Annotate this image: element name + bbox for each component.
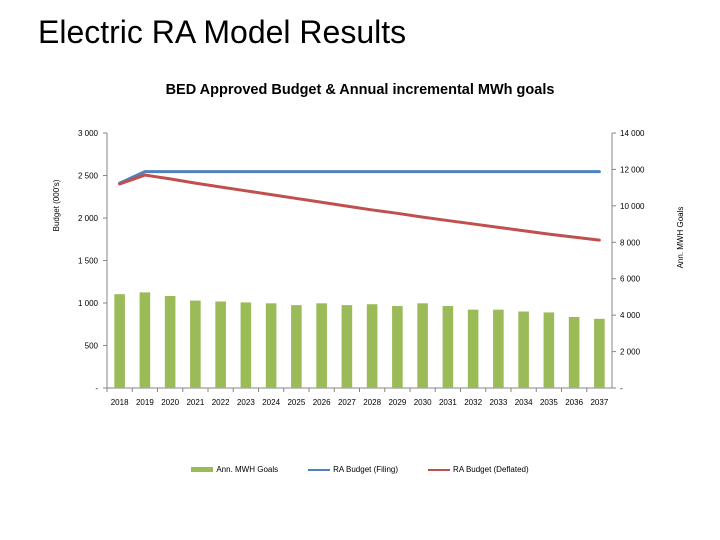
legend-item-mwh: Ann. MWH Goals bbox=[191, 465, 278, 474]
bar bbox=[594, 318, 605, 388]
bar bbox=[467, 309, 479, 388]
x-tick-label: 2034 bbox=[515, 398, 533, 407]
y-tick-label: 2 000 bbox=[78, 214, 99, 223]
line-ra-budget-deflated bbox=[118, 173, 601, 242]
bar bbox=[568, 316, 580, 388]
x-tick-label: 2027 bbox=[338, 398, 356, 407]
x-tick-label: 2029 bbox=[388, 398, 406, 407]
y2-tick-label: - bbox=[620, 384, 623, 393]
x-tick-label: 2020 bbox=[161, 398, 179, 407]
x-tick-label: 2026 bbox=[313, 398, 331, 407]
x-tick-label: 2035 bbox=[540, 398, 558, 407]
y2-tick-label: 4 000 bbox=[620, 311, 641, 320]
y2-axis-title: Ann. MWH Goals bbox=[676, 207, 685, 269]
bar bbox=[164, 296, 176, 388]
slide-title: Electric RA Model Results bbox=[38, 14, 407, 50]
bar bbox=[190, 300, 201, 388]
x-tick-label: 2024 bbox=[262, 398, 280, 407]
y-tick-label: 2 500 bbox=[78, 172, 99, 181]
tick-labels: - 500 1 000 1 500 2 000 2 500 3 000 - 2 000 4 000… bbox=[78, 129, 645, 407]
bar bbox=[417, 303, 428, 388]
legend-swatch-mwh bbox=[191, 467, 214, 472]
y2-tick-label: 10 000 bbox=[620, 202, 645, 211]
legend-item-deflated: RA Budget (Deflated) bbox=[428, 465, 529, 474]
bar bbox=[493, 309, 504, 388]
bar bbox=[442, 306, 454, 388]
y2-tick-label: 6 000 bbox=[620, 275, 641, 284]
x-tick-label: 2019 bbox=[136, 398, 154, 407]
bar bbox=[215, 301, 226, 388]
chart-title: BED Approved Budget & Annual incremental… bbox=[165, 82, 555, 98]
bar bbox=[265, 303, 277, 388]
bar bbox=[341, 305, 353, 388]
line-series bbox=[118, 170, 601, 242]
bar bbox=[366, 304, 378, 388]
x-tick-label: 2031 bbox=[439, 398, 457, 407]
x-tick-label: 2037 bbox=[590, 398, 608, 407]
x-tick-label: 2025 bbox=[287, 398, 305, 407]
y-tick-label: 3 000 bbox=[78, 129, 99, 138]
x-tick-label: 2022 bbox=[212, 398, 230, 407]
bar bbox=[139, 292, 151, 388]
x-tick-label: 2023 bbox=[237, 398, 255, 407]
x-tick-label: 2030 bbox=[414, 398, 432, 407]
y2-tick-label: 2 000 bbox=[620, 348, 641, 357]
legend-item-filing: RA Budget (Filing) bbox=[308, 465, 398, 474]
y-tick-label: 1 000 bbox=[78, 299, 99, 308]
x-tick-label: 2036 bbox=[565, 398, 583, 407]
y-tick-label: - bbox=[95, 384, 98, 393]
bar bbox=[518, 311, 529, 388]
legend: Ann. MWH Goals RA Budget (Filing) RA Bud… bbox=[0, 465, 720, 474]
x-tick-label: 2032 bbox=[464, 398, 482, 407]
bar-series bbox=[114, 292, 605, 388]
y2-tick-label: 14 000 bbox=[620, 129, 645, 138]
line-ra-budget-filing bbox=[118, 170, 601, 185]
y-tick-label: 500 bbox=[85, 342, 99, 351]
x-tick-label: 2033 bbox=[489, 398, 507, 407]
legend-label-deflated: RA Budget (Deflated) bbox=[453, 465, 529, 474]
legend-label-filing: RA Budget (Filing) bbox=[333, 465, 399, 474]
y2-tick-label: 12 000 bbox=[620, 165, 645, 174]
bar bbox=[316, 303, 327, 388]
bar bbox=[291, 305, 302, 388]
bar bbox=[392, 306, 403, 388]
bar bbox=[543, 312, 555, 388]
x-tick-label: 2021 bbox=[186, 398, 204, 407]
legend-swatch-deflated bbox=[428, 468, 451, 471]
y2-tick-label: 8 000 bbox=[620, 238, 641, 247]
bar bbox=[240, 302, 252, 388]
bar bbox=[114, 294, 125, 388]
y-axis-title: Budget (000's) bbox=[52, 179, 61, 231]
legend-label-mwh: Ann. MWH Goals bbox=[216, 465, 279, 474]
legend-swatch-filing bbox=[308, 468, 331, 471]
x-tick-label: 2028 bbox=[363, 398, 381, 407]
y-tick-label: 1 500 bbox=[78, 257, 99, 266]
x-tick-label: 2018 bbox=[111, 398, 129, 407]
